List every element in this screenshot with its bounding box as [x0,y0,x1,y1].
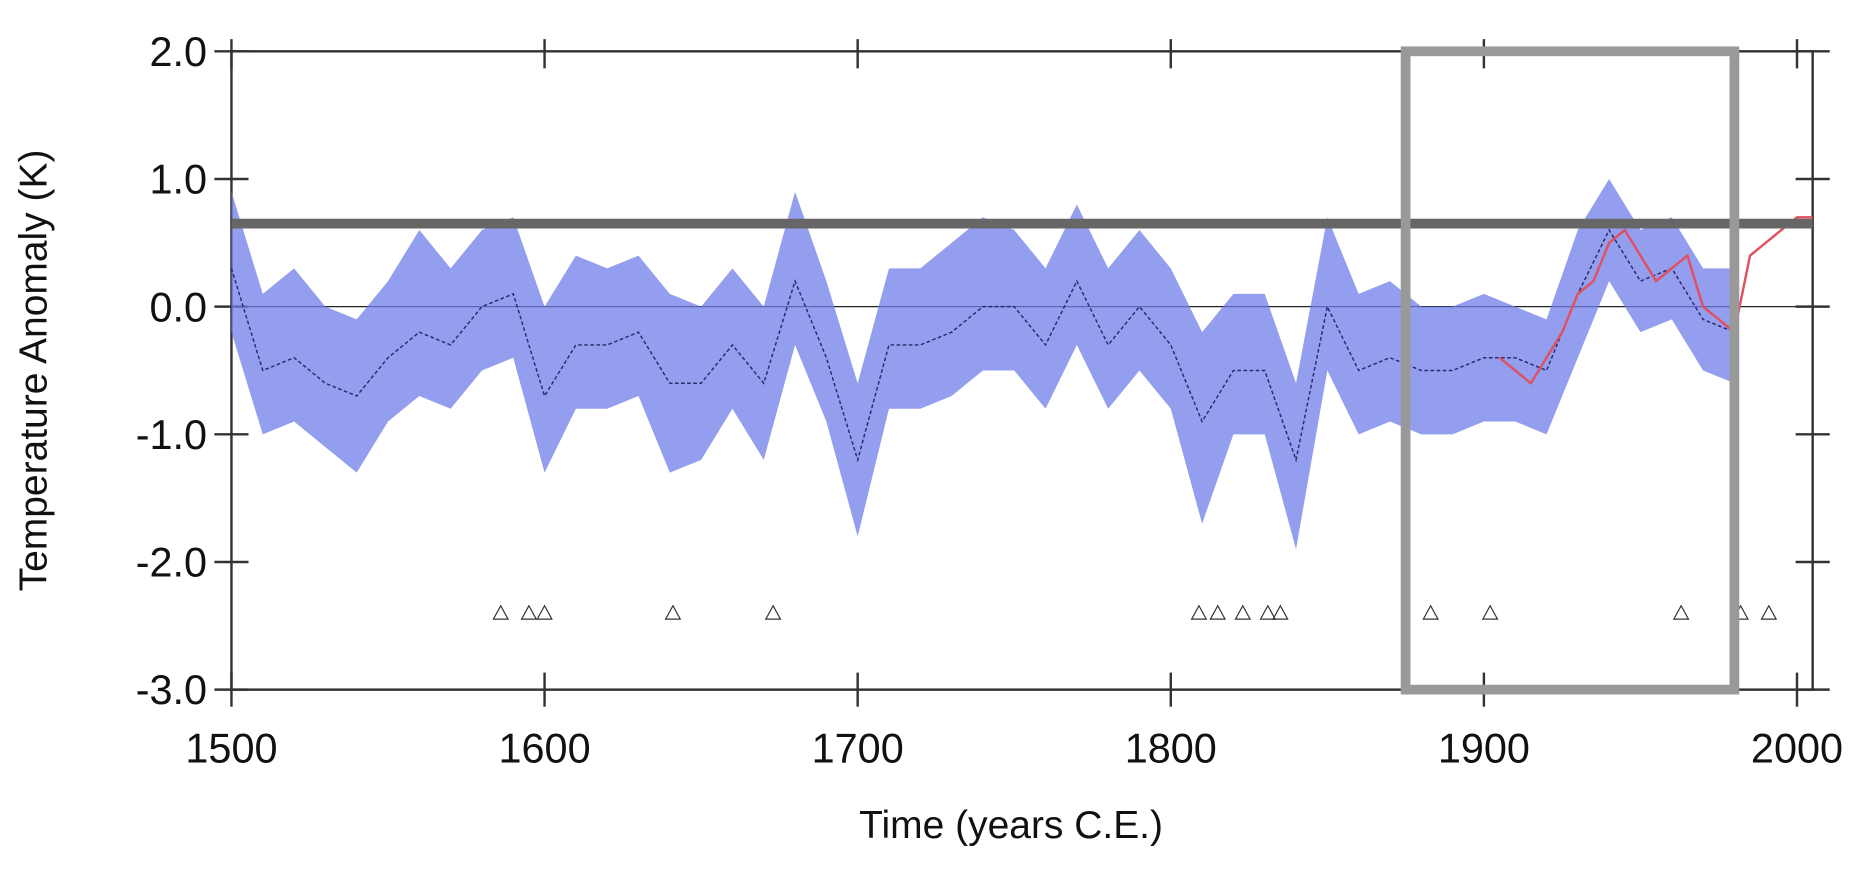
x-axis-label: Time (years C.E.) [859,804,1163,847]
eruption-marker [1672,604,1690,620]
series-line [1498,216,1813,386]
highlight-box [1400,46,1740,695]
y-tick-label: 0.0 [150,284,208,330]
eruption-marker [1190,604,1208,620]
x-tick-label: 1500 [185,726,277,772]
x-tick-label: 1700 [812,726,904,772]
y-tick-label: -2.0 [136,540,207,586]
eruption-marker [520,604,538,620]
uncertainty-band [231,178,1735,550]
eruption-marker [1481,604,1499,620]
x-tick-label: 1600 [499,726,591,772]
plot-frame [230,50,1814,691]
eruption-marker [764,604,782,620]
series-line [230,228,1735,463]
x-tick-label: 1800 [1125,726,1217,772]
eruption-marker [1209,604,1227,620]
y-axis-label: Temperature Anomaly (K) [12,150,55,592]
y-tick-label: -3.0 [136,667,207,713]
eruption-marker [492,604,510,620]
eruption-marker [1422,604,1439,620]
y-tick-label: 1.0 [150,157,208,203]
y-tick-label: -1.0 [136,412,207,458]
eruption-marker [664,604,682,620]
eruption-marker [1272,604,1289,620]
eruption-marker [1760,604,1778,620]
x-tick-label: 1900 [1438,726,1530,772]
eruption-marker [1259,604,1277,620]
x-tick-label: 2000 [1751,726,1843,772]
eruption-marker [536,604,553,620]
eruption-marker [1234,604,1252,620]
y-tick-label: 2.0 [150,29,208,75]
